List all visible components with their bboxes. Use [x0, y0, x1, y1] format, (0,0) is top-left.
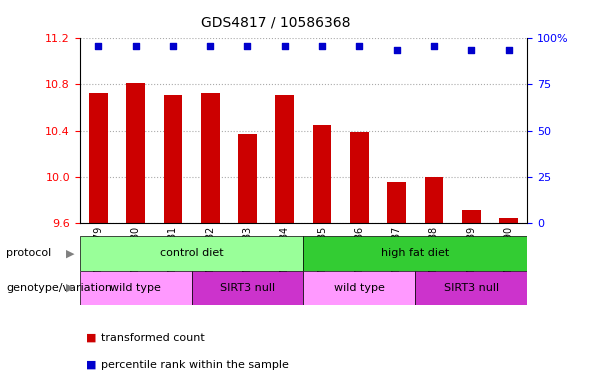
- FancyBboxPatch shape: [303, 271, 416, 305]
- Text: ■: ■: [86, 360, 96, 370]
- FancyBboxPatch shape: [80, 271, 191, 305]
- Point: [392, 47, 402, 53]
- Point: [205, 43, 215, 50]
- Point: [280, 43, 290, 50]
- Bar: [238, 134, 257, 223]
- Text: ■: ■: [86, 333, 96, 343]
- Text: SIRT3 null: SIRT3 null: [444, 283, 499, 293]
- Text: transformed count: transformed count: [101, 333, 205, 343]
- Text: wild type: wild type: [334, 283, 385, 293]
- Bar: [350, 132, 368, 223]
- Text: genotype/variation: genotype/variation: [6, 283, 112, 293]
- Text: ▶: ▶: [66, 248, 75, 258]
- Point: [131, 43, 140, 50]
- Text: wild type: wild type: [110, 283, 161, 293]
- Text: SIRT3 null: SIRT3 null: [220, 283, 275, 293]
- Bar: [275, 95, 294, 223]
- Point: [168, 43, 178, 50]
- Bar: [164, 95, 182, 223]
- Text: percentile rank within the sample: percentile rank within the sample: [101, 360, 289, 370]
- Text: ▶: ▶: [66, 283, 75, 293]
- FancyBboxPatch shape: [416, 271, 527, 305]
- Bar: [313, 125, 332, 223]
- Point: [504, 47, 514, 53]
- Bar: [89, 93, 108, 223]
- Point: [93, 43, 103, 50]
- Bar: [425, 177, 443, 223]
- Text: protocol: protocol: [6, 248, 51, 258]
- Bar: [387, 182, 406, 223]
- Point: [317, 43, 327, 50]
- Text: control diet: control diet: [160, 248, 223, 258]
- Bar: [126, 83, 145, 223]
- Point: [466, 47, 476, 53]
- FancyBboxPatch shape: [80, 236, 303, 271]
- Point: [354, 43, 364, 50]
- Point: [243, 43, 253, 50]
- Bar: [201, 93, 219, 223]
- FancyBboxPatch shape: [191, 271, 303, 305]
- Bar: [499, 218, 518, 223]
- Bar: [462, 210, 481, 223]
- FancyBboxPatch shape: [303, 236, 527, 271]
- Point: [429, 43, 439, 50]
- Text: high fat diet: high fat diet: [381, 248, 449, 258]
- Text: GDS4817 / 10586368: GDS4817 / 10586368: [201, 15, 351, 29]
